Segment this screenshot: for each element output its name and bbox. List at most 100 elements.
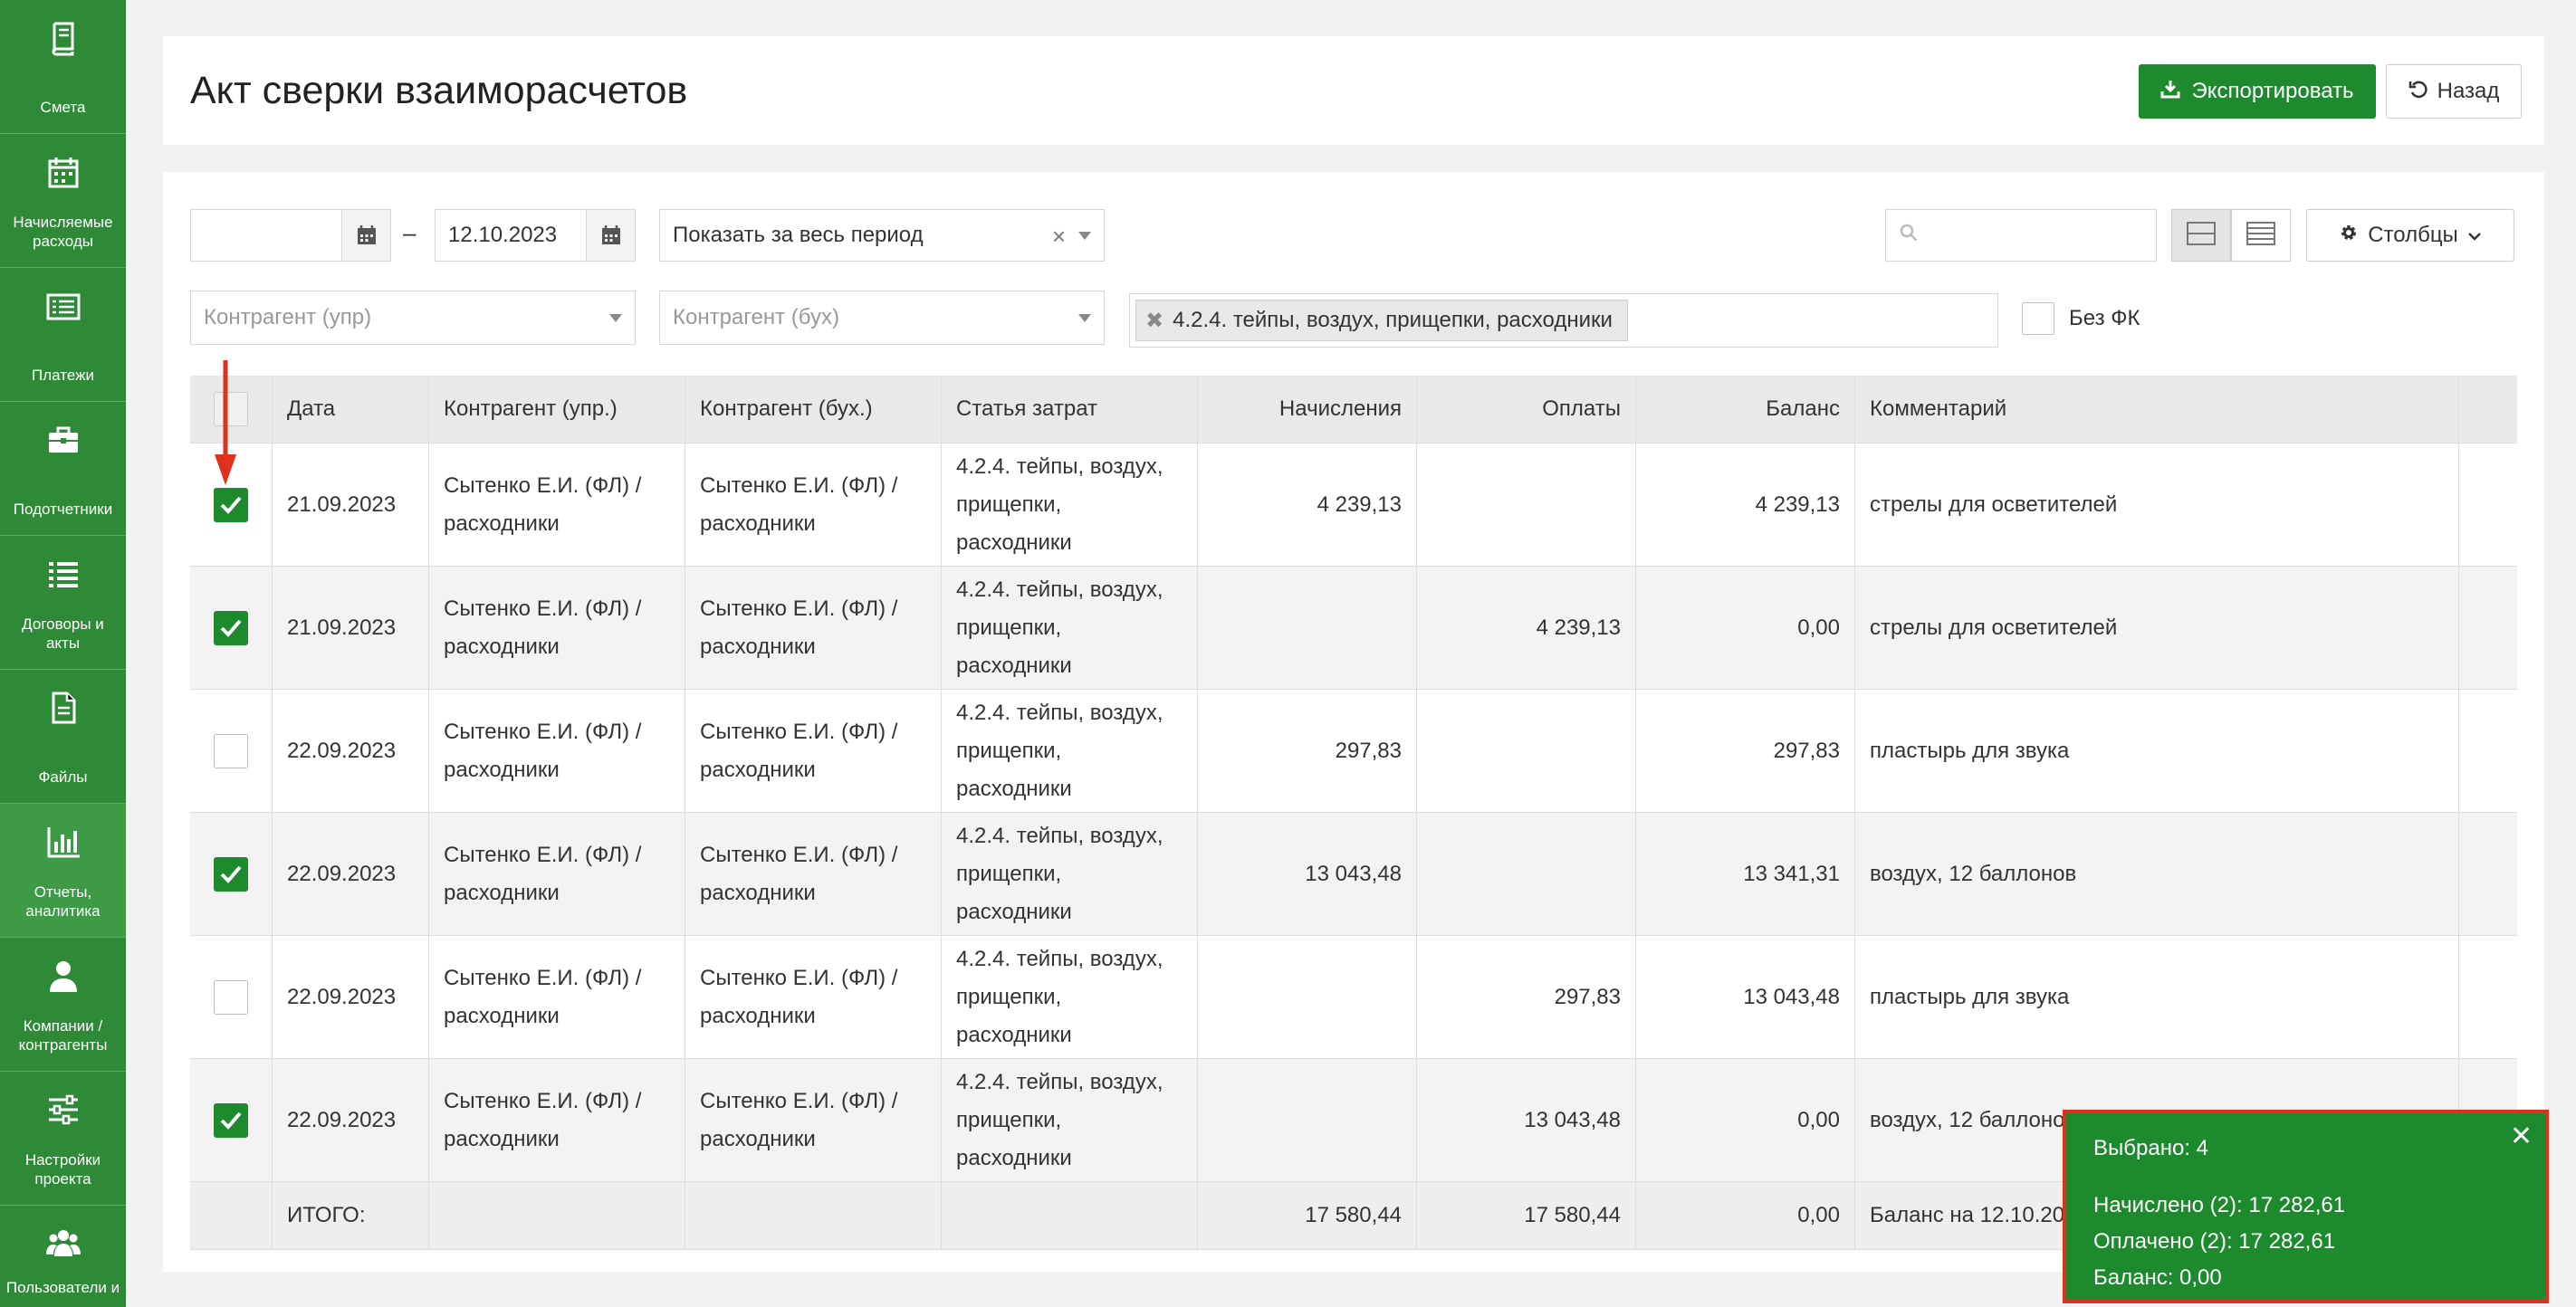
table-row[interactable]: 22.09.2023 Сытенко Е.И. (ФЛ) / расходники… bbox=[190, 936, 2517, 1059]
column-header[interactable]: Контрагент (упр.) bbox=[429, 376, 685, 443]
item-text: 4.2.4. тейпы, воздух, прищепки, расходни… bbox=[956, 946, 1164, 1047]
cp-mgmt-text: Сытенко Е.И. (ФЛ) / расходники bbox=[444, 596, 642, 659]
payment-text: 297,83 bbox=[1554, 984, 1621, 1009]
cell-cp-mgmt: Сытенко Е.И. (ФЛ) / расходники bbox=[429, 1059, 685, 1181]
cell-cp-mgmt: Сытенко Е.И. (ФЛ) / расходники bbox=[429, 936, 685, 1058]
columns-button[interactable]: Столбцы bbox=[2306, 209, 2514, 262]
sidebar-item-accrued-expenses[interactable]: Начисляемые расходы bbox=[0, 134, 126, 268]
back-button[interactable]: Назад bbox=[2386, 64, 2522, 119]
column-header[interactable]: Оплаты bbox=[1417, 376, 1636, 443]
cell-payment: 13 043,48 bbox=[1417, 1059, 1636, 1181]
period-select[interactable]: Показать за весь период × bbox=[659, 209, 1105, 262]
table-row[interactable]: 21.09.2023 Сытенко Е.И. (ФЛ) / расходники… bbox=[190, 567, 2517, 690]
comment-text: стрелы для осветителей bbox=[1870, 491, 2118, 517]
date-text: 21.09.2023 bbox=[287, 491, 397, 517]
close-icon[interactable]: ✕ bbox=[2509, 1121, 2533, 1151]
cell-cp-acc: Сытенко Е.И. (ФЛ) / расходники bbox=[685, 567, 942, 689]
sidebar-item-label: Компании / контрагенты bbox=[18, 1017, 108, 1054]
column-header[interactable]: Статья затрат bbox=[942, 376, 1198, 443]
table-row[interactable]: 21.09.2023 Сытенко Е.И. (ФЛ) / расходники… bbox=[190, 444, 2517, 567]
counterparty-mgmt-select[interactable]: Контрагент (упр) bbox=[190, 291, 636, 345]
sidebar-item-reports[interactable]: Отчеты, аналитика bbox=[0, 804, 126, 938]
cp-mgmt-text: Сытенко Е.И. (ФЛ) / расходники bbox=[444, 472, 642, 536]
export-button[interactable]: Экспортировать bbox=[2139, 64, 2376, 119]
sidebar-item-companies[interactable]: Компании / контрагенты bbox=[0, 938, 126, 1072]
accrual-text: 4 239,13 bbox=[1317, 491, 1402, 517]
selection-summary-popup: ✕ Выбрано: 4 Начислено (2): 17 282,61 Оп… bbox=[2063, 1110, 2549, 1303]
row-select-cell bbox=[190, 690, 273, 812]
comment-text: воздух, 12 баллонов bbox=[1870, 861, 2077, 886]
column-header[interactable]: Дата bbox=[273, 376, 429, 443]
clear-icon[interactable]: × bbox=[1051, 223, 1066, 250]
column-header[interactable]: Контрагент (бух.) bbox=[685, 376, 942, 443]
column-header[interactable]: Баланс bbox=[1636, 376, 1855, 443]
counterparty-acc-select[interactable]: Контрагент (бух) bbox=[659, 291, 1105, 345]
cell-cp-mgmt: Сытенко Е.И. (ФЛ) / расходники bbox=[429, 813, 685, 935]
remove-tag-icon[interactable]: ✖ bbox=[1145, 308, 1164, 333]
cell-balance: 13 341,31 bbox=[1636, 813, 1855, 935]
cell-balance: 0,00 bbox=[1636, 1059, 1855, 1181]
sidebar-item-payments[interactable]: Платежи bbox=[0, 268, 126, 402]
sidebar-item-contracts[interactable]: Договоры и акты bbox=[0, 536, 126, 670]
row-checkbox[interactable] bbox=[214, 487, 248, 522]
date-from-field[interactable] bbox=[190, 209, 391, 262]
row-select-cell bbox=[190, 936, 273, 1058]
cell-date: 22.09.2023 bbox=[273, 936, 429, 1058]
row-select-cell bbox=[190, 813, 273, 935]
cp-acc-text: Сытенко Е.И. (ФЛ) / расходники bbox=[700, 472, 898, 536]
comment-text: стрелы для осветителей bbox=[1870, 615, 2118, 640]
cp-acc-text: Сытенко Е.И. (ФЛ) / расходники bbox=[700, 596, 898, 659]
calendar-icon[interactable] bbox=[341, 210, 390, 261]
cell-item: 4.2.4. тейпы, воздух, прищепки, расходни… bbox=[942, 813, 1198, 935]
row-checkbox[interactable] bbox=[214, 856, 248, 892]
cp-acc-text: Сытенко Е.И. (ФЛ) / расходники bbox=[700, 1088, 898, 1151]
table-row[interactable]: 22.09.2023 Сытенко Е.И. (ФЛ) / расходники… bbox=[190, 690, 2517, 813]
search-input[interactable] bbox=[1885, 209, 2157, 262]
calendar-icon[interactable] bbox=[586, 210, 635, 261]
column-header-extra bbox=[2459, 376, 2517, 443]
row-checkbox[interactable] bbox=[214, 733, 248, 768]
list-icon bbox=[0, 556, 126, 594]
sidebar-item-files[interactable]: Файлы bbox=[0, 670, 126, 804]
select-all-checkbox[interactable] bbox=[214, 392, 248, 426]
item-text: 4.2.4. тейпы, воздух, прищепки, расходни… bbox=[956, 1069, 1164, 1170]
cell-extra bbox=[2459, 936, 2517, 1058]
cell-extra bbox=[2459, 813, 2517, 935]
item-text: 4.2.4. тейпы, воздух, прищепки, расходни… bbox=[956, 577, 1164, 678]
date-to-field[interactable]: 12.10.2023 bbox=[435, 209, 636, 262]
cell-accrual: 4 239,13 bbox=[1198, 444, 1417, 566]
table-row[interactable]: 22.09.2023 Сытенко Е.И. (ФЛ) / расходники… bbox=[190, 813, 2517, 936]
column-header[interactable]: Начисления bbox=[1198, 376, 1417, 443]
date-range-dash: – bbox=[403, 219, 417, 246]
no-fk-checkbox[interactable] bbox=[2022, 302, 2054, 335]
view-compact-button[interactable] bbox=[2171, 209, 2231, 262]
view-dense-button[interactable] bbox=[2231, 209, 2291, 262]
balance-text: 4 239,13 bbox=[1755, 491, 1840, 517]
column-header[interactable]: Комментарий bbox=[1855, 376, 2459, 443]
row-checkbox[interactable] bbox=[214, 1102, 248, 1138]
undo-icon bbox=[2408, 79, 2428, 105]
date-text: 22.09.2023 bbox=[287, 861, 397, 886]
date-text: 22.09.2023 bbox=[287, 738, 397, 763]
cell-balance: 13 043,48 bbox=[1636, 936, 1855, 1058]
row-checkbox[interactable] bbox=[214, 979, 248, 1015]
sidebar-item-users[interactable]: Пользователи и bbox=[0, 1206, 126, 1307]
sidebar-item-project-settings[interactable]: Настройки проекта bbox=[0, 1072, 126, 1206]
total-accrual: 17 580,44 bbox=[1198, 1182, 1417, 1249]
balance-text: 13 043,48 bbox=[1743, 984, 1840, 1009]
cell-item: 4.2.4. тейпы, воздух, прищепки, расходни… bbox=[942, 444, 1198, 566]
row-select-cell bbox=[190, 444, 273, 566]
sidebar-item-estimate[interactable]: Смета bbox=[0, 0, 126, 134]
cost-item-tag: ✖ 4.2.4. тейпы, воздух, прищепки, расход… bbox=[1135, 300, 1628, 341]
cell-payment bbox=[1417, 813, 1636, 935]
cell-cp-acc: Сытенко Е.И. (ФЛ) / расходники bbox=[685, 813, 942, 935]
cell-balance: 4 239,13 bbox=[1636, 444, 1855, 566]
cost-item-filter[interactable]: ✖ 4.2.4. тейпы, воздух, прищепки, расход… bbox=[1129, 293, 1998, 348]
sidebar-item-label: Договоры и акты bbox=[22, 615, 104, 652]
balance-text: 297,83 bbox=[1773, 738, 1840, 763]
date-text: 22.09.2023 bbox=[287, 1107, 397, 1132]
sidebar-item-label: Пользователи и bbox=[5, 1279, 120, 1296]
cp-acc-text: Сытенко Е.И. (ФЛ) / расходники bbox=[700, 719, 898, 782]
sidebar-item-accountable[interactable]: Подотчетники bbox=[0, 402, 126, 536]
row-checkbox[interactable] bbox=[214, 610, 248, 645]
